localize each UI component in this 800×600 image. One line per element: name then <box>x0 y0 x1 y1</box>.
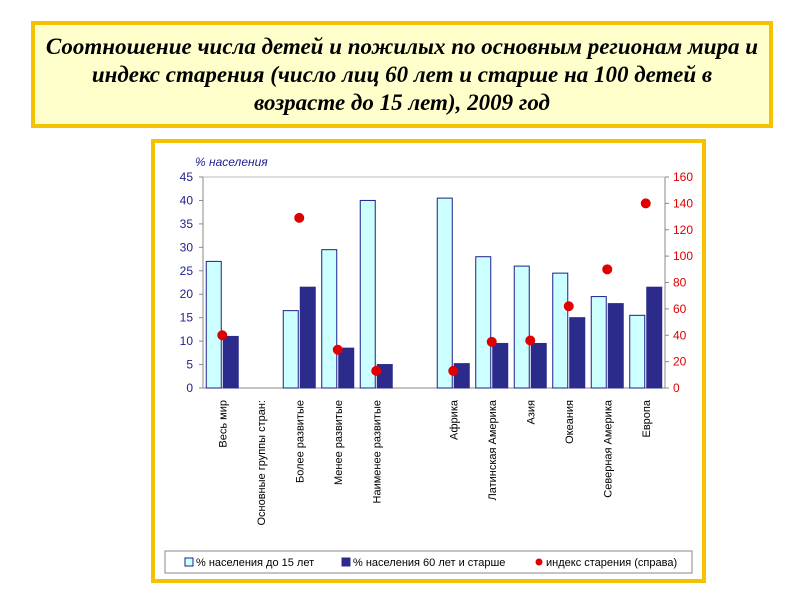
point-aging-index <box>217 330 228 341</box>
bar-children-under-15 <box>475 256 492 389</box>
point-aging-index <box>563 301 574 312</box>
bar-elderly-60-plus <box>607 303 624 389</box>
y2-tick-label: 0 <box>673 381 680 395</box>
y-tick-label: 35 <box>180 217 194 231</box>
point-aging-index <box>371 365 382 376</box>
y-tick-label: 30 <box>180 240 194 254</box>
category-label: Менее развитые <box>333 400 345 485</box>
legend-label-elderly: % населения 60 лет и старше <box>353 557 505 569</box>
bar-children-under-15 <box>282 310 299 389</box>
chart-frame: 0 5 10 15 20 25 30 35 40 45 0 20 40 60 80 100 120 140 160%… <box>151 139 706 583</box>
category-label: Основные группы стран: <box>256 400 268 526</box>
bar-elderly-60-plus <box>569 317 586 389</box>
y2-tick-label: 40 <box>673 328 687 342</box>
y-tick-label: 20 <box>180 287 194 301</box>
legend-swatch-index <box>535 558 543 566</box>
category-label: Африка <box>448 399 460 440</box>
y2-tick-label: 160 <box>673 170 693 184</box>
category-label: Азия <box>525 400 537 425</box>
bar-children-under-15 <box>321 249 338 389</box>
y-tick-label: 25 <box>180 264 194 278</box>
y2-tick-label: 100 <box>673 249 693 263</box>
y2-tick-label: 60 <box>673 302 687 316</box>
title-box: Соотношение числа детей и пожилых по осн… <box>31 21 773 128</box>
point-aging-index <box>448 365 459 376</box>
category-label: Северная Америка <box>602 399 614 498</box>
y2-tick-label: 20 <box>673 355 687 369</box>
point-aging-index <box>294 212 305 223</box>
bar-children-under-15 <box>552 272 569 389</box>
bar-elderly-60-plus <box>530 342 547 389</box>
category-label: Более развитые <box>294 400 306 483</box>
slide-title: Соотношение числа детей и пожилых по осн… <box>45 33 759 115</box>
y-tick-label: 40 <box>180 193 194 207</box>
y2-tick-label: 80 <box>673 276 687 290</box>
bar-elderly-60-plus <box>646 286 663 389</box>
y-tick-label: 10 <box>180 334 194 348</box>
bar-children-under-15 <box>205 260 222 389</box>
y2-tick-label: 120 <box>673 223 693 237</box>
y-tick-label: 15 <box>180 311 194 325</box>
category-label: Весь мир <box>217 400 229 448</box>
legend-label-index: индекс старения (справа) <box>546 557 677 569</box>
bar-elderly-60-plus <box>222 335 239 389</box>
bar-children-under-15 <box>513 265 530 389</box>
point-aging-index <box>486 336 497 347</box>
y-tick-label: 45 <box>180 170 194 184</box>
bar-children-under-15 <box>436 197 453 389</box>
y-tick-label: 0 <box>186 381 193 395</box>
bar-children-under-15 <box>359 199 376 389</box>
bar-elderly-60-plus <box>338 347 355 389</box>
point-aging-index <box>332 344 343 355</box>
point-aging-index <box>525 335 536 346</box>
category-label: Наименее развитые <box>371 400 383 503</box>
bar-children-under-15 <box>629 314 646 389</box>
y2-tick-label: 140 <box>673 196 693 210</box>
y-axis-label: % населения <box>195 155 268 169</box>
legend-box <box>164 550 693 574</box>
category-label: Океания <box>564 400 576 444</box>
legend-swatch-elderly <box>341 557 351 567</box>
bar-elderly-60-plus <box>299 286 316 389</box>
y-tick-label: 5 <box>186 358 193 372</box>
legend-label-children: % населения до 15 лет <box>196 557 314 569</box>
category-label: Латинская Америка <box>487 399 499 500</box>
point-aging-index <box>602 264 613 275</box>
bar-elderly-60-plus <box>492 342 509 389</box>
bar-children-under-15 <box>590 296 607 389</box>
legend-swatch-children <box>184 557 194 567</box>
chart: 0 5 10 15 20 25 30 35 40 45 0 20 40 60 80 100 120 140 160%… <box>164 155 693 574</box>
point-aging-index <box>640 198 651 209</box>
category-label: Европа <box>641 399 653 437</box>
